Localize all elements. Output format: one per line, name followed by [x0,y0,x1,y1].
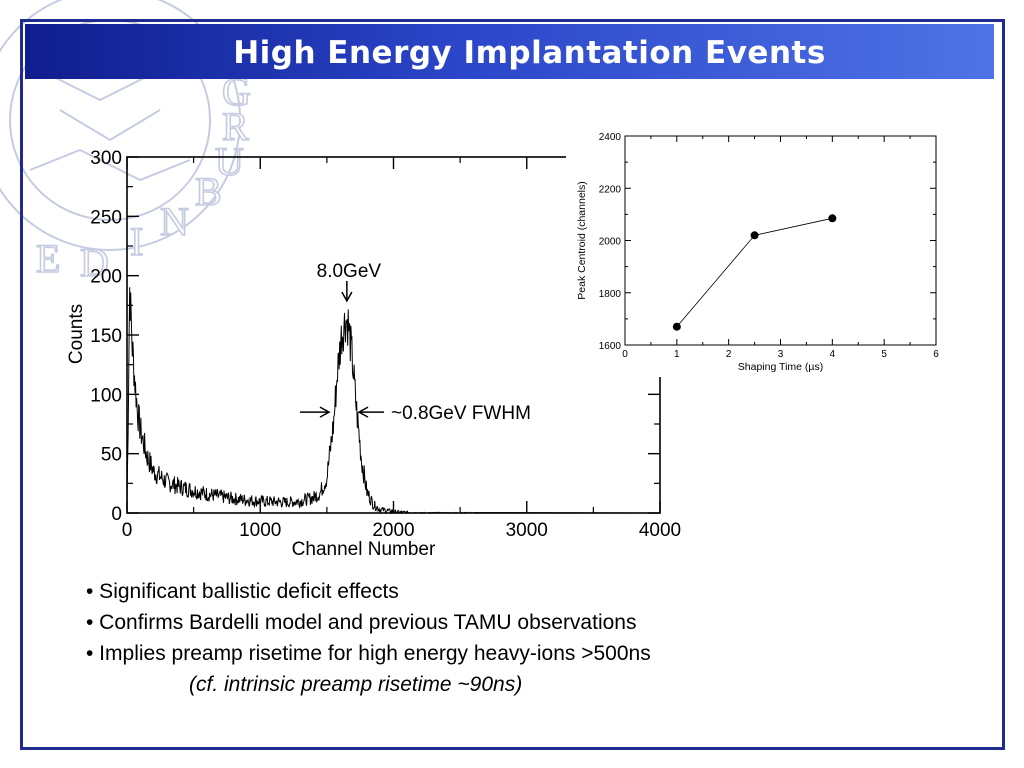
y-tick-label: 300 [90,148,122,169]
crest-letter: U [215,139,244,184]
fwhm-right-arrowhead [357,406,369,418]
crest-letter: B [195,169,222,214]
y-tick-label: 0 [111,504,122,525]
inset-x-tick-label: 2 [726,349,732,360]
inset-y-tick-label: 1600 [599,341,622,352]
inset-data-point [828,214,837,223]
inset-data-point [750,231,759,240]
crest-letter: E [36,236,60,281]
x-tick-label: 3000 [506,520,548,541]
x-tick-label: 0 [122,520,133,541]
bullet-list: • Significant ballistic deficit effects … [86,576,651,700]
inset-y-tick-label: 2200 [599,184,622,195]
x-tick-label: 1000 [239,520,281,541]
y-axis-label: Counts [66,304,87,364]
x-tick-label: 2000 [372,520,414,541]
x-axis-label: Channel Number [292,539,436,560]
crest-castle-lines [29,148,191,182]
inset-x-tick-label: 0 [622,349,628,360]
crest-book-lines [39,69,161,142]
inset-chart-panel: 0 1 2 3 4 5 6 1600 1800 2000 2200 2400 Shaping Time … [566,125,948,377]
y-tick-label: 100 [90,385,122,406]
x-tick-label: 4000 [639,520,681,541]
inset-y-tick-label: 1800 [599,289,622,300]
bullet-item: • Significant ballistic deficit effects [86,580,399,603]
inset-x-tick-label: 1 [674,349,680,360]
y-tick-label: 150 [90,326,122,347]
inset-x-tick-label: 5 [881,349,887,360]
inset-plot-frame [624,135,937,346]
spectrum-trace [126,287,661,515]
inset-data-point [672,322,681,331]
y-tick-label: 50 [101,445,122,466]
crest-letter: D [80,240,109,285]
slide-title: High Energy Implantation Events [233,35,826,71]
crest-letter: R [222,104,249,149]
inset-x-tick-label: 6 [933,349,939,360]
peak-energy-label: 8.0GeV [317,261,382,282]
bullet-note: (cf. intrinsic preamp risetime ~90ns) [189,673,523,696]
crest-letter: N [160,199,189,244]
inset-y-tick-label: 2400 [599,132,622,143]
crest-outer-ring [0,0,241,251]
slide-frame [20,19,1005,750]
centroid-vs-shaping-chart: 0 1 2 3 4 5 6 1600 1800 2000 2200 2400 Shaping Time … [576,132,939,373]
peak-arrow-head [341,291,353,303]
inset-x-tick-label: 4 [830,349,836,360]
inset-x-axis-label: Shaping Time (µs) [738,361,823,373]
inset-y-axis-label: Peak Centroid (channels) [576,181,588,299]
bullet-item: • Confirms Bardelli model and previous T… [86,611,637,634]
bullet-item: • Implies preamp risetime for high energ… [86,642,651,665]
title-bar [25,24,994,79]
fwhm-label: ~0.8GeV FWHM [391,403,531,424]
fwhm-left-arrowhead [319,406,331,418]
crest-letter: I [130,219,143,264]
inset-y-tick-label: 2000 [599,237,622,248]
inset-x-tick-label: 3 [778,349,784,360]
y-tick-label: 200 [90,267,122,288]
y-tick-label: 250 [90,207,122,228]
